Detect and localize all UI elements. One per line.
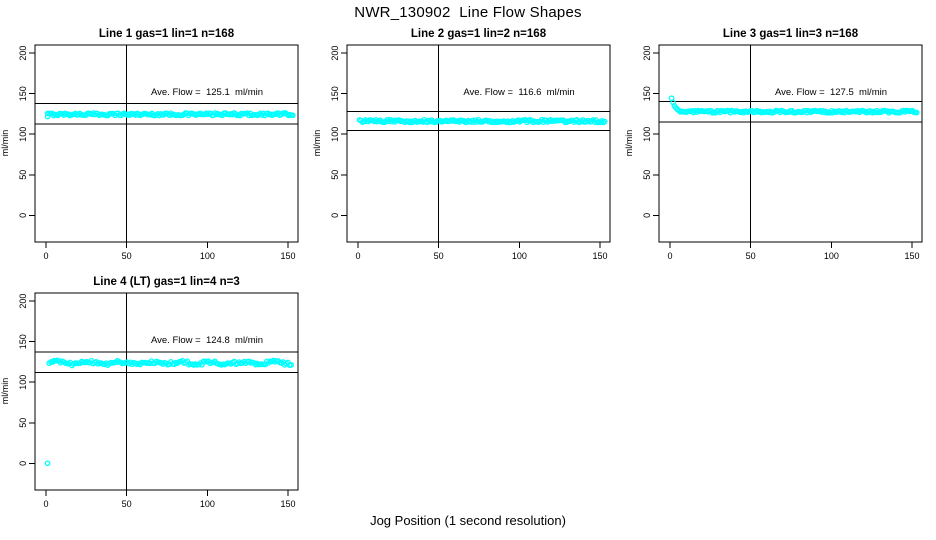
data-points [668,95,920,116]
y-tick-label: 150 [18,334,28,349]
panel-title: Line 3 gas=1 lin=3 n=168 [723,28,859,40]
y-tick-label: 200 [330,46,340,61]
y-tick-label: 150 [642,86,652,101]
x-tick-label: 50 [746,251,756,261]
ave-flow-text: Ave. Flow = 125.1 ml/min [151,87,263,98]
y-axis-label: ml/min [312,130,322,157]
y-tick-label: 100 [18,375,28,390]
data-point [668,95,675,102]
plot-frame [346,44,611,243]
y-axis-label: ml/min [0,130,10,157]
x-tick-label: 100 [824,251,839,261]
panel-title: Line 4 (LT) gas=1 lin=4 n=3 [93,276,239,288]
y-tick-label: 150 [330,86,340,101]
figure-title: NWR_130902 Line Flow Shapes [354,4,582,21]
x-tick-label: 100 [200,499,215,509]
data-point [289,112,296,119]
y-tick-label: 200 [642,46,652,61]
y-tick-label: 100 [330,127,340,142]
y-tick-label: 200 [18,46,28,61]
y-tick-label: 0 [18,461,28,466]
plot-frame [658,44,923,243]
panel-svg-1: Line 1 gas=1 lin=1 n=168 0 50 100 150 200 0 50 1… [0,28,299,261]
x-tick-label: 100 [200,251,215,261]
panel-title: Line 2 gas=1 lin=2 n=168 [411,28,547,40]
panel-title: Line 1 gas=1 lin=1 n=168 [99,28,235,40]
y-tick-label: 0 [642,213,652,218]
y-tick-label: 0 [18,213,28,218]
data-point [913,109,920,116]
x-tick-label: 150 [280,251,295,261]
x-tick-label: 50 [122,499,132,509]
data-points [44,110,296,120]
panel-svg-2: Line 2 gas=1 lin=2 n=168 0 50 100 150 200 0 50 1… [312,28,611,261]
x-axis-label: Jog Position (1 second resolution) [370,513,566,528]
y-axis-label: ml/min [0,378,10,405]
data-point [288,362,295,368]
y-tick-label: 100 [18,127,28,142]
x-tick-label: 150 [904,251,919,261]
data-point [601,118,608,125]
y-tick-label: 150 [18,86,28,101]
x-tick-label: 0 [667,251,672,261]
panel-line-1: Line 1 gas=1 lin=1 n=168 0 50 100 150 200 0 50 1… [0,22,312,272]
ave-flow-text: Ave. Flow = 116.6 ml/min [463,87,574,98]
panel-svg-4: Line 4 (LT) gas=1 lin=4 n=3 0 50 100 150 200 0… [0,276,299,509]
panel-svg-3: Line 3 gas=1 lin=3 n=168 0 50 100 150 200 0 50 1… [624,28,923,261]
data-point [44,460,51,467]
y-axis-label: ml/min [624,130,634,157]
x-tick-label: 150 [592,251,607,261]
ave-flow-text: Ave. Flow = 127.5 ml/min [775,87,887,98]
data-points [356,116,608,126]
x-tick-label: 50 [434,251,444,261]
plot-frame [34,292,299,491]
x-tick-label: 100 [512,251,527,261]
x-tick-label: 0 [43,499,48,509]
panel-line-2: Line 2 gas=1 lin=2 n=168 0 50 100 150 200 0 50 1… [312,22,624,272]
y-tick-label: 50 [18,170,28,180]
y-tick-label: 50 [18,418,28,428]
data-point [869,109,876,116]
plot-frame [34,44,299,243]
panel-line-3: Line 3 gas=1 lin=3 n=168 0 50 100 150 200 0 50 1… [624,22,936,272]
y-tick-label: 0 [330,213,340,218]
x-tick-label: 50 [122,251,132,261]
y-tick-label: 100 [642,127,652,142]
y-tick-label: 200 [18,294,28,309]
x-tick-label: 150 [280,499,295,509]
x-tick-label: 0 [355,251,360,261]
x-tick-label: 0 [43,251,48,261]
panel-line-4: Line 4 (LT) gas=1 lin=4 n=3 0 50 100 150 200 0… [0,270,312,520]
ave-flow-text: Ave. Flow = 124.8 ml/min [151,335,263,346]
y-tick-label: 50 [642,170,652,180]
y-tick-label: 50 [330,170,340,180]
data-points [44,357,295,467]
